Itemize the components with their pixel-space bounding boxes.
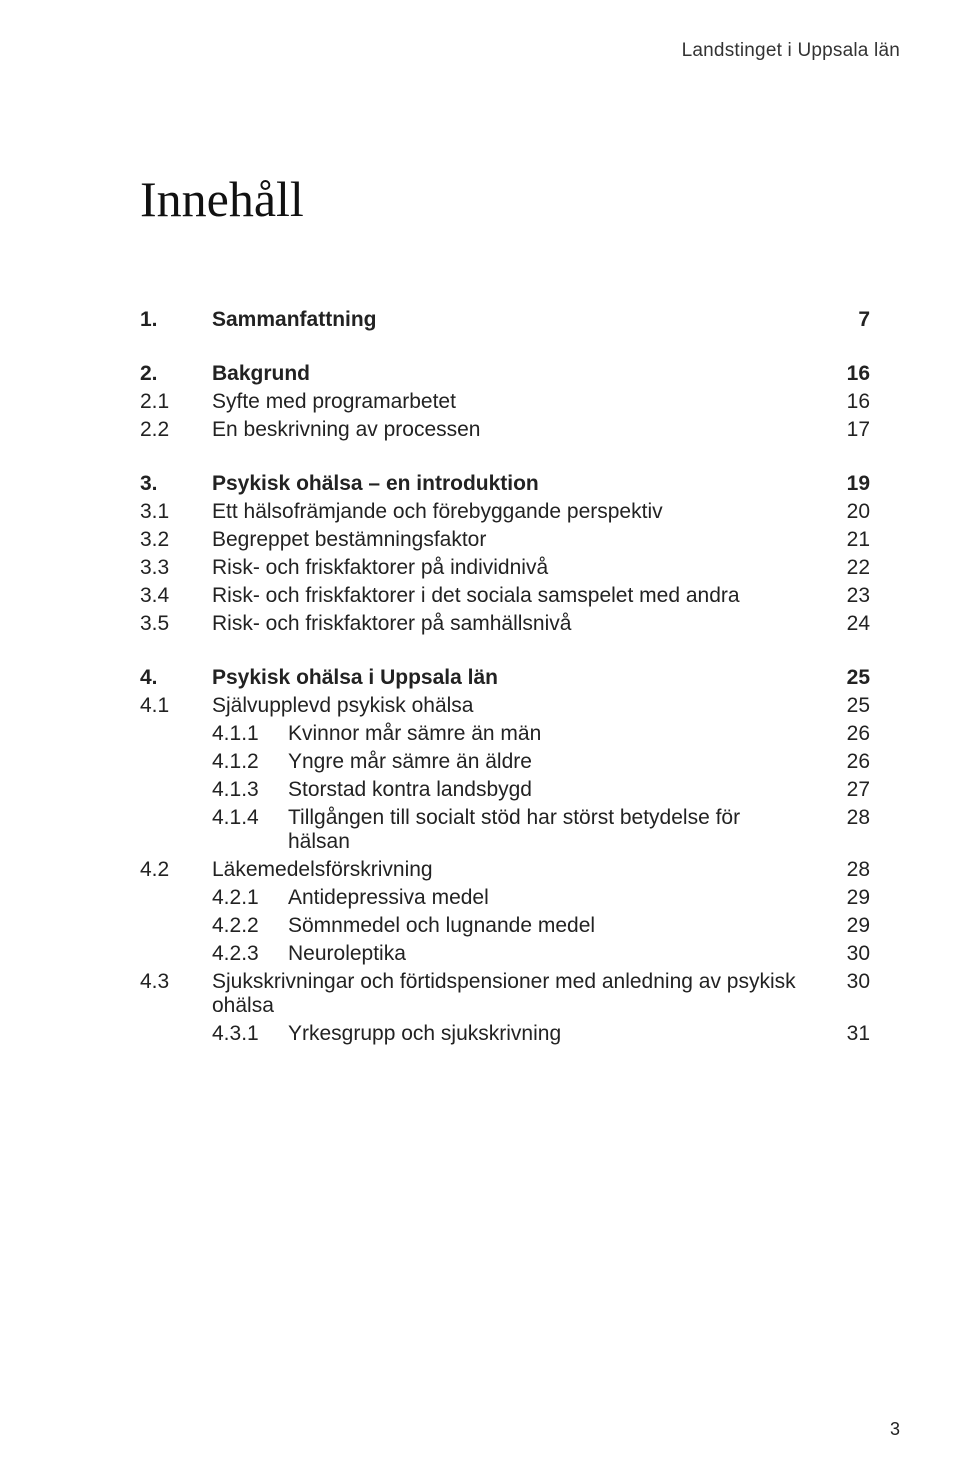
toc-entry-number: 3.5 [140,612,212,636]
toc-entry-label: Psykisk ohälsa i Uppsala län [212,666,822,690]
toc-entry-page: 16 [822,390,870,414]
toc-entry: 4.Psykisk ohälsa i Uppsala län25 [140,666,870,690]
toc-entry-number: 4.2.2 [140,914,288,938]
page-title: Innehåll [140,170,870,228]
toc-entry-label: Neuroleptika [288,942,822,966]
toc-entry: 1.Sammanfattning7 [140,308,870,332]
toc-entry: 4.3Sjukskrivningar och förtidspensioner … [140,970,870,1018]
toc-entry: 4.1Självupplevd psykisk ohälsa25 [140,694,870,718]
toc-entry-label: Självupplevd psykisk ohälsa [212,694,822,718]
document-page: Landstinget i Uppsala län Innehåll 1.Sam… [0,0,960,1480]
toc-entry-number: 2. [140,362,212,386]
toc-entry-label: Storstad kontra landsbygd [288,778,822,802]
toc-entry-number: 4.2 [140,858,212,882]
toc-entry-page: 28 [822,858,870,882]
toc-section-gap [140,640,870,666]
toc-entry-page: 7 [822,308,870,332]
toc-entry-page: 26 [822,722,870,746]
toc-entry-page: 24 [822,612,870,636]
toc-entry-label: Sjukskrivningar och förtidspensioner med… [212,970,822,1018]
toc-entry-label: Risk- och friskfaktorer på individnivå [212,556,822,580]
toc-entry-label: Bakgrund [212,362,822,386]
toc-entry-label: Sömnmedel och lugnande medel [288,914,822,938]
toc-entry: 3.Psykisk ohälsa – en introduktion19 [140,472,870,496]
toc-entry-label: Kvinnor mår sämre än män [288,722,822,746]
toc-section-gap [140,336,870,362]
toc-entry-page: 23 [822,584,870,608]
toc-entry-number: 3.2 [140,528,212,552]
toc-entry: 4.2.1Antidepressiva medel29 [140,886,870,910]
toc-entry-number: 4.2.1 [140,886,288,910]
toc-entry-number: 4.1.2 [140,750,288,774]
toc-entry-number: 4.1.1 [140,722,288,746]
toc-entry-page: 30 [822,970,870,994]
running-head: Landstinget i Uppsala län [682,40,900,62]
toc-entry: 2.1Syfte med programarbetet16 [140,390,870,414]
toc-entry-page: 22 [822,556,870,580]
toc-entry-number: 3.1 [140,500,212,524]
toc-entry: 4.3.1Yrkesgrupp och sjukskrivning31 [140,1022,870,1046]
toc-entry-label: Yrkesgrupp och sjukskrivning [288,1022,822,1046]
toc-entry: 2.Bakgrund16 [140,362,870,386]
toc-entry: 4.2.3Neuroleptika30 [140,942,870,966]
toc-entry-page: 29 [822,886,870,910]
toc-entry-page: 25 [822,694,870,718]
toc-entry-label: Risk- och friskfaktorer på samhällsnivå [212,612,822,636]
toc-entry: 3.1Ett hälsofrämjande och förebyggande p… [140,500,870,524]
toc-entry-label: Risk- och friskfaktorer i det sociala sa… [212,584,822,608]
toc-entry: 3.4Risk- och friskfaktorer i det sociala… [140,584,870,608]
toc-entry: 2.2En beskrivning av processen17 [140,418,870,442]
toc-entry-number: 4.1 [140,694,212,718]
toc-entry-page: 31 [822,1022,870,1046]
toc-entry-label: Yngre mår sämre än äldre [288,750,822,774]
toc-entry-number: 4.1.3 [140,778,288,802]
toc-entry-number: 4.3.1 [140,1022,288,1046]
toc-entry-label: Psykisk ohälsa – en introduktion [212,472,822,496]
toc-entry-label: Ett hälsofrämjande och förebyggande pers… [212,500,822,524]
toc-entry-number: 4.2.3 [140,942,288,966]
toc-entry: 3.2Begreppet bestämningsfaktor21 [140,528,870,552]
toc-entry-page: 26 [822,750,870,774]
toc-entry-label: Sammanfattning [212,308,822,332]
toc-entry-number: 2.1 [140,390,212,414]
toc-entry: 3.5Risk- och friskfaktorer på samhällsni… [140,612,870,636]
toc-entry-label: Syfte med programarbetet [212,390,822,414]
toc-entry: 4.2.2Sömnmedel och lugnande medel29 [140,914,870,938]
toc-entry-number: 3. [140,472,212,496]
toc-entry-page: 16 [822,362,870,386]
toc-entry: 4.2Läkemedelsförskrivning28 [140,858,870,882]
toc-entry-label: Läkemedelsförskrivning [212,858,822,882]
toc-entry-number: 2.2 [140,418,212,442]
toc-entry-page: 28 [822,806,870,830]
toc-entry-label: En beskrivning av processen [212,418,822,442]
toc-entry-number: 4. [140,666,212,690]
toc-entry-number: 4.1.4 [140,806,288,830]
toc-entry-number: 3.4 [140,584,212,608]
toc-entry-number: 3.3 [140,556,212,580]
toc-entry-label: Antidepressiva medel [288,886,822,910]
toc-entry-label: Begreppet bestämningsfaktor [212,528,822,552]
toc-entry: 3.3Risk- och friskfaktorer på individniv… [140,556,870,580]
toc-section-gap [140,446,870,472]
toc-entry-page: 27 [822,778,870,802]
toc-entry-number: 1. [140,308,212,332]
page-number: 3 [890,1419,900,1440]
toc-entry: 4.1.4Tillgången till socialt stöd har st… [140,806,870,854]
toc-entry: 4.1.3Storstad kontra landsbygd27 [140,778,870,802]
toc-entry-page: 20 [822,500,870,524]
toc-entry-page: 30 [822,942,870,966]
table-of-contents: 1.Sammanfattning72.Bakgrund162.1Syfte me… [140,308,870,1046]
toc-entry: 4.1.2Yngre mår sämre än äldre26 [140,750,870,774]
toc-entry: 4.1.1Kvinnor mår sämre än män26 [140,722,870,746]
toc-entry-label: Tillgången till socialt stöd har störst … [288,806,822,854]
toc-entry-page: 19 [822,472,870,496]
toc-entry-page: 17 [822,418,870,442]
toc-entry-page: 21 [822,528,870,552]
toc-entry-page: 25 [822,666,870,690]
toc-entry-page: 29 [822,914,870,938]
toc-entry-number: 4.3 [140,970,212,994]
